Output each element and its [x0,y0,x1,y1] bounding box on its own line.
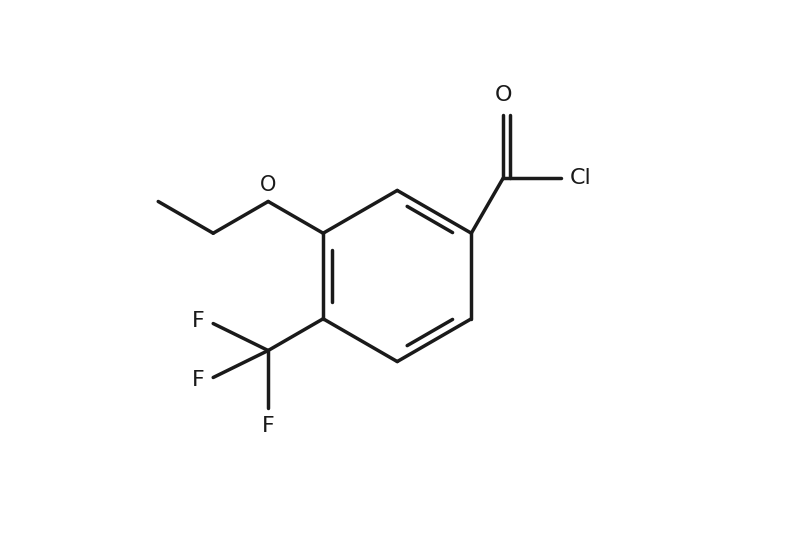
Text: F: F [192,311,205,331]
Text: F: F [262,416,274,436]
Text: F: F [192,370,205,390]
Text: O: O [494,85,512,105]
Text: O: O [260,175,276,195]
Text: Cl: Cl [570,168,591,188]
